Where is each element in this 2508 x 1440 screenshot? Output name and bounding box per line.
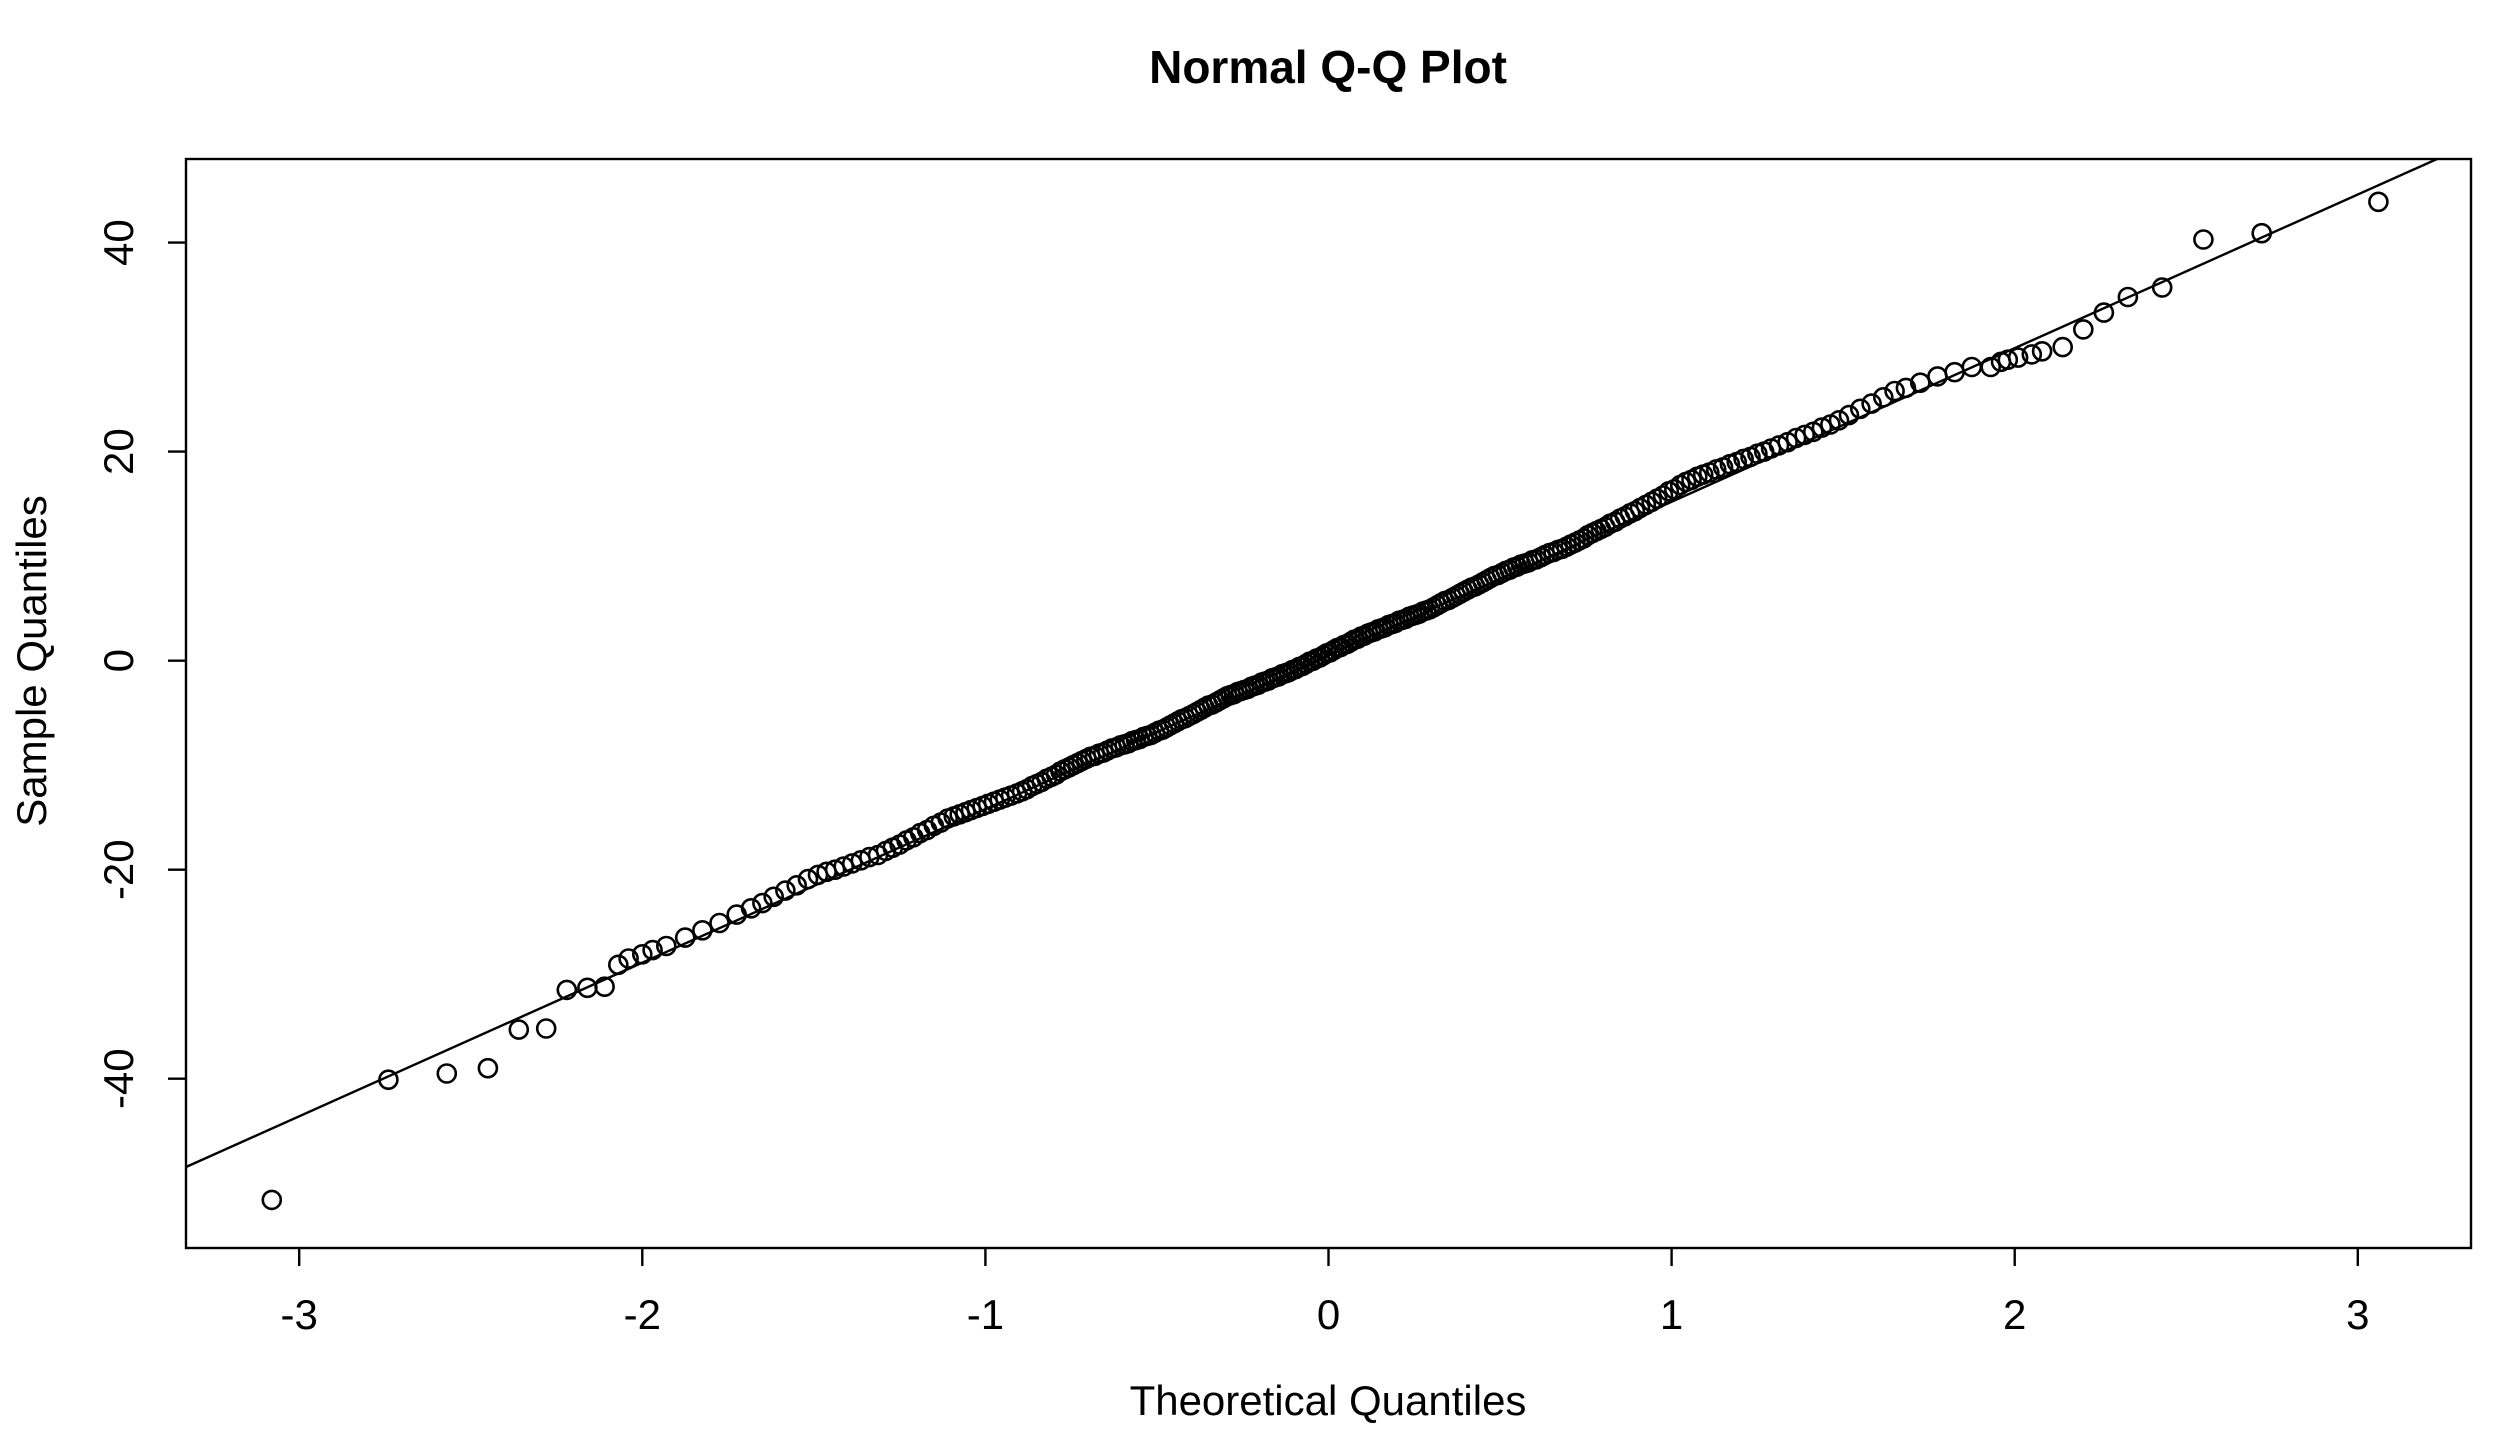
data-point	[1838, 404, 1860, 426]
data-point	[1794, 424, 1815, 446]
data-point	[740, 897, 762, 919]
data-point	[1811, 417, 1833, 438]
data-point	[674, 927, 696, 948]
x-tick-label: 2	[2003, 1291, 2026, 1338]
data-point	[261, 1189, 283, 1211]
x-tick-label: -3	[281, 1291, 318, 1338]
data-point	[477, 1057, 499, 1079]
y-axis-label: Sample Quantiles	[8, 495, 55, 827]
data-point	[535, 1018, 557, 1039]
data-point	[763, 886, 785, 908]
data-point	[594, 976, 615, 998]
x-axis-label: Theoretical Quantiles	[1130, 1377, 1527, 1424]
data-point	[2193, 229, 2214, 250]
reference-line	[185, 157, 2438, 1169]
data-point	[824, 859, 846, 881]
data-point	[2073, 319, 2094, 340]
data-point	[436, 1063, 458, 1084]
data-point	[655, 935, 677, 957]
data-point	[556, 979, 578, 1001]
x-tick-label: -1	[967, 1291, 1004, 1338]
data-point	[2021, 344, 2043, 365]
x-tick-label: 1	[1660, 1291, 1683, 1338]
data-point	[692, 919, 713, 941]
data-point	[2007, 347, 2029, 368]
y-tick-label: -40	[95, 1048, 142, 1109]
data-point	[2031, 340, 2053, 362]
y-tick-label: 0	[95, 649, 142, 672]
y-tick-label: -20	[95, 839, 142, 900]
chart-title: Normal Q-Q Plot	[1149, 41, 1507, 93]
y-tick-label: 20	[95, 428, 142, 475]
data-point	[2052, 336, 2073, 358]
x-tick-label: 3	[2346, 1291, 2369, 1338]
data-point	[508, 1019, 530, 1040]
data-point	[1828, 409, 1850, 431]
axes-layer: -3 -2 -1 0 1 2 3 -40 -20 0 20 40	[95, 157, 2473, 1338]
data-point	[2368, 191, 2389, 213]
data-point	[2151, 277, 2173, 298]
x-tick-label: 0	[1317, 1291, 1340, 1338]
data-point	[2117, 286, 2139, 308]
data-point	[1884, 380, 1905, 402]
y-tick-label: 40	[95, 219, 142, 266]
x-tick-label: -2	[624, 1291, 661, 1338]
reference-line-layer	[185, 157, 2438, 1169]
data-point	[752, 892, 773, 914]
